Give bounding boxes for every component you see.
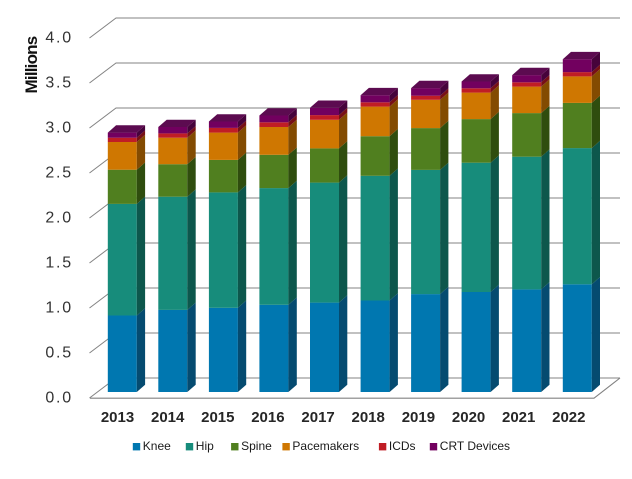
svg-text:2017: 2017 [301, 409, 334, 426]
svg-text:2018: 2018 [352, 409, 385, 426]
svg-text:2016: 2016 [251, 409, 284, 426]
svg-text:2021: 2021 [502, 409, 535, 426]
svg-text:ICDs: ICDs [389, 439, 416, 453]
svg-text:Spine: Spine [241, 439, 272, 453]
svg-text:2014: 2014 [151, 409, 185, 426]
svg-text:Knee: Knee [143, 439, 171, 453]
svg-text:1.5: 1.5 [45, 255, 73, 272]
svg-text:Millions: Millions [22, 36, 41, 93]
svg-text:2015: 2015 [201, 409, 234, 426]
svg-text:4.0: 4.0 [45, 30, 73, 47]
svg-text:3.0: 3.0 [45, 120, 73, 137]
svg-text:Pacemakers: Pacemakers [292, 439, 359, 453]
svg-text:2013: 2013 [101, 409, 134, 426]
svg-text:3.5: 3.5 [45, 75, 73, 92]
svg-text:1.0: 1.0 [45, 300, 73, 317]
svg-text:2019: 2019 [402, 409, 435, 426]
svg-text:0.0: 0.0 [45, 390, 73, 407]
svg-text:Hip: Hip [196, 439, 214, 453]
svg-text:2.0: 2.0 [45, 210, 73, 227]
svg-text:CRT Devices: CRT Devices [440, 439, 510, 453]
svg-text:2020: 2020 [452, 409, 485, 426]
svg-text:2022: 2022 [552, 409, 585, 426]
svg-text:0.5: 0.5 [45, 345, 73, 362]
svg-text:2.5: 2.5 [45, 165, 73, 182]
